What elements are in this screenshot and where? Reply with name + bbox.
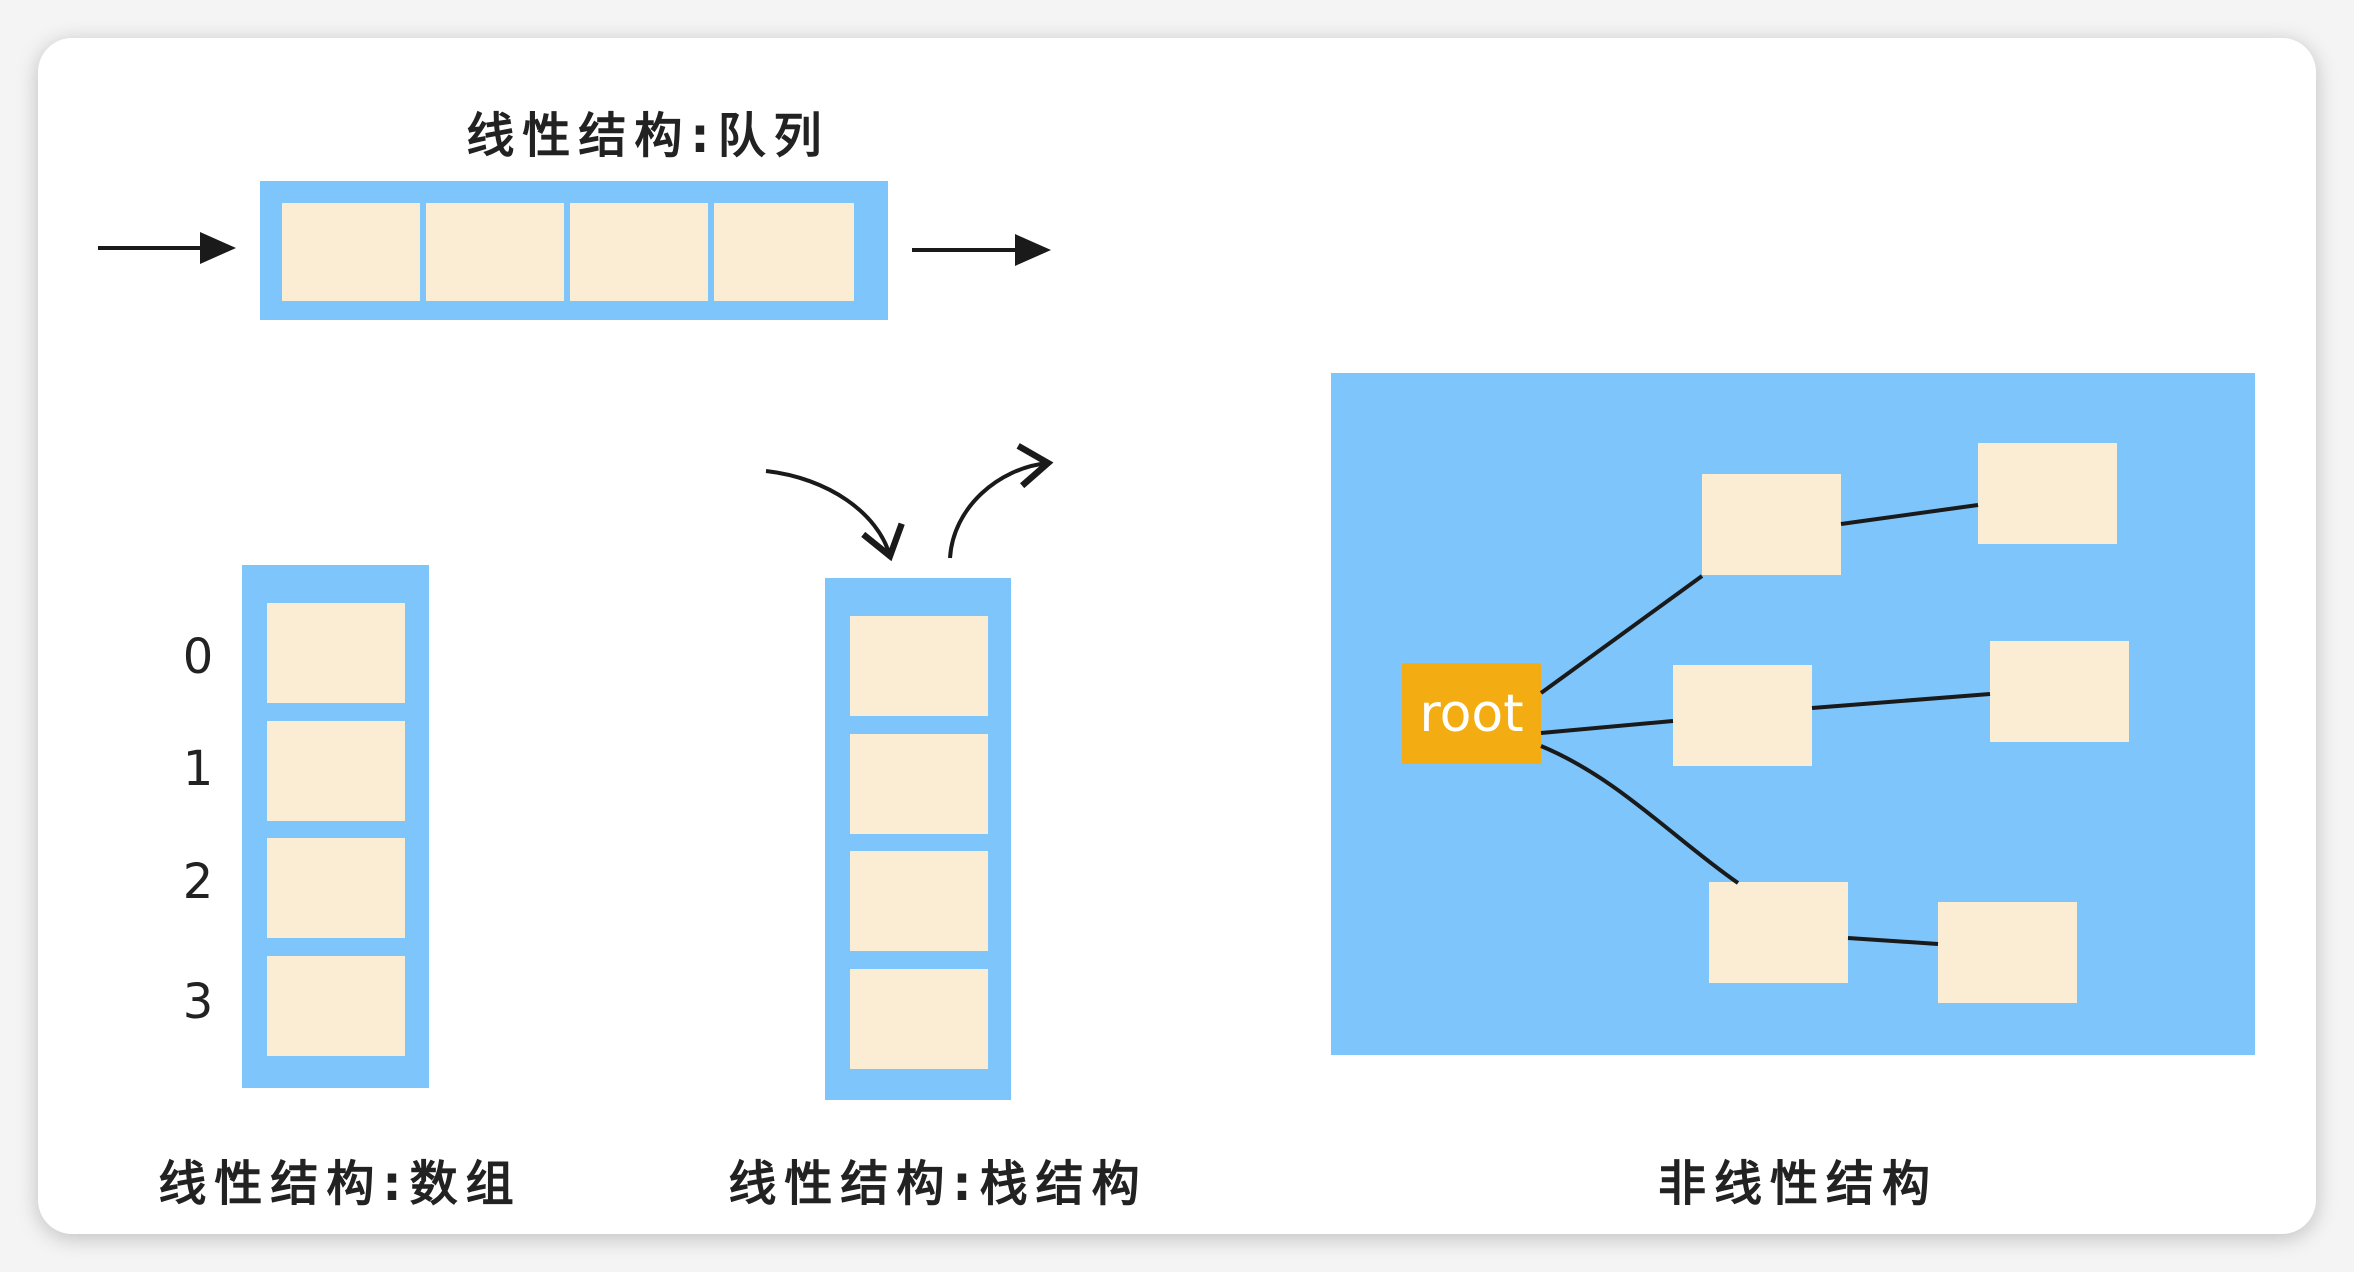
tree-node bbox=[1709, 882, 1848, 983]
array-index-label: 2 bbox=[182, 854, 214, 910]
queue-container bbox=[260, 181, 888, 320]
stack-cell bbox=[850, 969, 988, 1069]
tree-edge bbox=[1847, 936, 1939, 946]
tree-node bbox=[1938, 902, 2077, 1003]
tree-edge bbox=[1840, 503, 1979, 526]
tree-edge bbox=[1540, 719, 1674, 735]
stack-cell bbox=[850, 734, 988, 834]
array-index-label: 3 bbox=[182, 974, 214, 1030]
stack-cell bbox=[850, 851, 988, 951]
stack-container bbox=[825, 578, 1011, 1100]
stack-cell bbox=[850, 616, 988, 716]
tree-container: root bbox=[1331, 373, 2255, 1055]
array-caption: 线性结构:数组 bbox=[158, 1156, 522, 1212]
tree-edge bbox=[1811, 692, 1991, 710]
tree-node bbox=[1673, 665, 1812, 766]
queue-cell bbox=[570, 203, 708, 301]
queue-cell bbox=[426, 203, 564, 301]
queue-cell bbox=[714, 203, 854, 301]
array-index-label: 0 bbox=[182, 629, 214, 685]
tree-node bbox=[1978, 443, 2117, 544]
queue-cell bbox=[282, 203, 420, 301]
array-cell bbox=[267, 603, 405, 703]
connectors-overlay bbox=[98, 232, 1991, 946]
array-cell bbox=[267, 956, 405, 1056]
tree-node bbox=[1990, 641, 2129, 742]
array-index-label: 1 bbox=[182, 741, 214, 797]
stack-pop-arrow bbox=[948, 443, 1054, 559]
array-container bbox=[242, 565, 429, 1088]
stack-push-arrow bbox=[765, 469, 905, 562]
stack-caption: 线性结构:栈结构 bbox=[728, 1156, 1148, 1212]
tree-edge bbox=[1539, 574, 1704, 695]
array-cell bbox=[267, 838, 405, 938]
root-node: root bbox=[1402, 663, 1541, 764]
tree-node bbox=[1702, 474, 1841, 575]
queue-caption: 线性结构:队列 bbox=[466, 108, 830, 164]
array-cell bbox=[267, 721, 405, 821]
diagram-card: 线性结构:队列 0 1 2 3 线性结构:数组 线性结构:栈结构 bbox=[38, 38, 2316, 1234]
tree-caption: 非线性结构 bbox=[1657, 1156, 1938, 1212]
tree-edge bbox=[1540, 744, 1740, 885]
